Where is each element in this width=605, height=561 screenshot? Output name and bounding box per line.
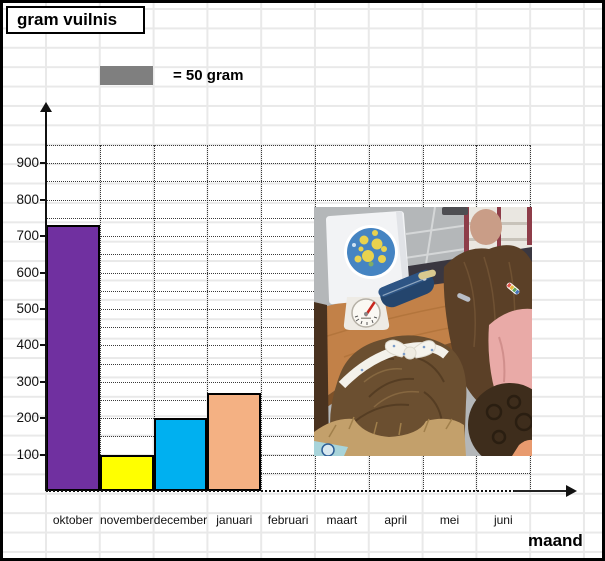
gridline-horizontal <box>46 254 531 256</box>
pencil-case <box>378 269 435 308</box>
bow-headband <box>338 339 449 389</box>
gridline-horizontal <box>46 272 531 274</box>
gridline-horizontal <box>46 454 531 456</box>
gridline-horizontal <box>46 472 531 474</box>
y-tick-label: 300 <box>16 373 39 389</box>
legend-swatch <box>100 66 153 85</box>
gridline-horizontal <box>46 436 531 438</box>
gridline-vertical <box>99 145 101 491</box>
bar-november <box>99 454 154 491</box>
gridline-horizontal <box>46 163 531 165</box>
x-label-maart: maart <box>326 513 358 527</box>
x-label-november: november <box>100 513 154 527</box>
dark-object <box>442 207 468 215</box>
striped-hair-clip <box>506 282 520 295</box>
bar-december <box>153 418 208 491</box>
gridline-horizontal <box>46 145 531 146</box>
y-tick-label: 400 <box>16 337 39 353</box>
y-tick-label: 900 <box>16 155 39 171</box>
x-axis-arrow-icon <box>566 485 577 497</box>
kitchen-scale <box>343 297 390 330</box>
x-label-april: april <box>384 513 408 527</box>
gridline-horizontal <box>46 290 531 292</box>
y-tick <box>40 453 47 456</box>
y-tick-label: 700 <box>16 228 39 244</box>
x-label-juni: juni <box>493 513 513 527</box>
blue-jacket-patch <box>314 441 348 456</box>
gridline-horizontal <box>46 236 531 238</box>
y-tick-label: 200 <box>16 410 39 426</box>
gridline-horizontal <box>46 363 531 365</box>
y-tick-label: 500 <box>16 300 39 316</box>
y-tick-label: 600 <box>16 264 39 280</box>
y-tick <box>40 307 47 310</box>
y-axis-arrow-icon <box>40 102 52 112</box>
gridline-horizontal <box>46 345 531 347</box>
gridline-vertical <box>261 145 263 491</box>
bar-oktober <box>46 225 100 491</box>
gridline-horizontal <box>46 381 531 383</box>
gridline-horizontal <box>46 308 531 310</box>
y-tick <box>40 417 47 420</box>
small-item <box>418 269 436 280</box>
gridline-horizontal <box>46 181 531 183</box>
gridline-horizontal <box>46 327 531 329</box>
x-axis-line <box>514 490 567 492</box>
y-tick <box>40 380 47 383</box>
gridline-horizontal <box>46 399 531 401</box>
fur-collar <box>314 416 466 456</box>
y-tick <box>40 344 47 347</box>
gridline-vertical <box>207 145 209 491</box>
pink-jacket <box>488 308 532 408</box>
chart-title: gram vuilnis <box>6 6 145 34</box>
y-axis-line <box>45 112 47 491</box>
silver-hair-clip <box>457 293 471 302</box>
girl-face <box>470 209 502 245</box>
y-tick <box>40 162 47 165</box>
x-label-oktober: oktober <box>52 513 93 527</box>
y-tick-label: 800 <box>16 191 39 207</box>
y-tick <box>40 198 47 201</box>
gridline-horizontal <box>46 199 531 201</box>
photo-children-weighing-garbage <box>314 207 532 456</box>
blue-circle-sticker <box>344 225 398 279</box>
y-tick-label: 100 <box>16 446 39 462</box>
x-label-december: december <box>153 513 208 527</box>
x-axis-baseline <box>46 490 522 492</box>
y-tick <box>40 271 47 274</box>
chair-edge <box>314 302 329 456</box>
gridline-horizontal <box>46 418 531 420</box>
x-label-mei: mei <box>439 513 460 527</box>
bar-januari <box>207 392 262 491</box>
x-label-januari: januari <box>216 513 253 527</box>
y-tick <box>40 235 47 238</box>
child-bottom-right-hair <box>468 383 532 456</box>
x-axis-title: maand <box>528 531 583 550</box>
gridline-vertical <box>153 145 155 491</box>
x-label-februari: februari <box>267 513 309 527</box>
gridline-horizontal <box>46 217 531 219</box>
legend-label: = 50 gram <box>173 67 244 84</box>
